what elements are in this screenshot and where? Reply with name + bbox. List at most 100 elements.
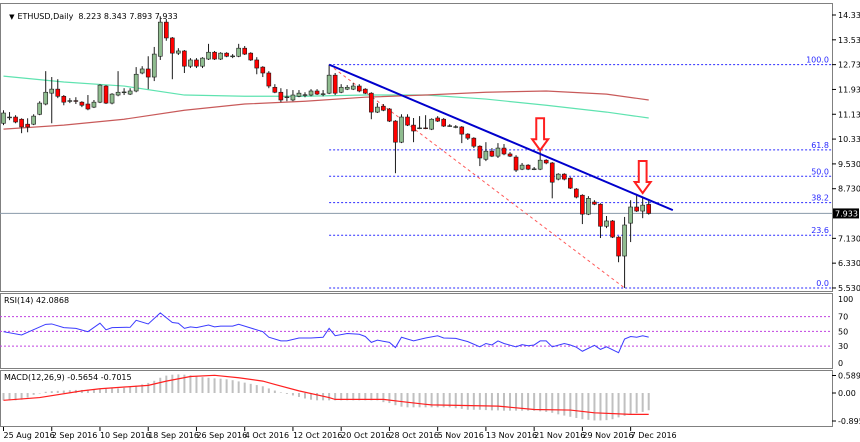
macd-panel-frame: [0, 370, 833, 427]
candle: [151, 46, 157, 82]
main-panel-frame: [0, 3, 833, 292]
candle: [176, 48, 181, 56]
candle: [525, 164, 531, 171]
bull-candle-body: [43, 91, 49, 105]
candle: [145, 56, 151, 90]
bear-candle-body: [592, 201, 597, 205]
bull-candle-body: [483, 150, 489, 160]
bull-candle-body: [537, 159, 543, 170]
candle: [435, 116, 440, 123]
candle: [296, 90, 302, 98]
bull-candle-body: [139, 68, 145, 74]
ohlc-values: 8.223 8.343 7.893 7.933: [78, 12, 178, 21]
candle: [242, 46, 247, 56]
bear-candle-body: [266, 72, 272, 87]
candle: [109, 93, 115, 105]
bear-candle-body: [242, 47, 247, 55]
date-tick-label: 21 Nov 2016: [534, 431, 585, 440]
macd-histogram-bar: [195, 376, 198, 393]
moving-average-line-1: [3, 75, 649, 119]
candle: [646, 200, 652, 215]
candle: [465, 133, 471, 141]
bear-candle-body: [513, 156, 519, 171]
bear-candle-body: [459, 126, 465, 135]
bear-candle-body: [194, 59, 199, 67]
candle: [37, 101, 42, 116]
candle: [139, 66, 145, 75]
bull-candle-body: [1, 112, 6, 124]
bull-candle-body: [308, 90, 314, 96]
triangle-down-icon[interactable]: ▼: [9, 13, 15, 21]
bull-candle-body: [555, 173, 561, 180]
candle: [164, 19, 169, 41]
macd-histogram-bar: [478, 393, 481, 410]
macd-histogram-bar: [141, 384, 144, 393]
candle: [423, 115, 428, 130]
date-tick-label: 5 Nov 2016: [438, 431, 484, 440]
candle: [61, 95, 67, 106]
bull-candle-body: [399, 116, 404, 143]
bear-candle-body: [19, 118, 24, 128]
candle: [254, 57, 260, 75]
bull-candle-body: [109, 93, 115, 104]
price-tick-label: 10.330: [838, 135, 860, 144]
bull-candle-body: [67, 100, 73, 102]
bull-candle-body: [296, 92, 302, 97]
bear-candle-body: [260, 66, 266, 74]
macd-histogram-bar: [599, 393, 602, 421]
candle: [127, 88, 133, 96]
bull-candle-body: [49, 88, 55, 94]
candle: [212, 50, 217, 60]
macd-histogram-bar: [641, 393, 644, 412]
rsi-tick-label: 0: [838, 359, 843, 368]
rsi-plot: RSI(14) 42.0868: [0, 296, 832, 354]
macd-signal-line: [3, 374, 649, 415]
rsi-line: [3, 312, 649, 354]
price-tick-label: 13.530: [838, 36, 860, 45]
bear-candle-body: [145, 68, 151, 78]
macd-histogram-bar: [237, 381, 240, 393]
macd-histogram-bar: [436, 393, 439, 408]
macd-histogram-bar: [92, 389, 95, 393]
candle: [543, 159, 549, 165]
bear-candle-body: [25, 123, 30, 128]
macd-histogram-bar: [261, 386, 264, 393]
candle: [561, 173, 567, 181]
bear-candle-body: [543, 159, 549, 164]
main-plot: 100.0 61.8 50.0 38.2 23.6 0.0: [0, 16, 832, 289]
candle: [459, 126, 465, 144]
rsi-tick-label: 30: [838, 342, 848, 351]
date-tick-label: 25 Aug 2016: [4, 431, 55, 440]
candle: [25, 118, 30, 133]
candle: [405, 114, 410, 127]
candle: [574, 188, 579, 199]
candle: [157, 16, 163, 60]
bear-candle-body: [477, 145, 483, 159]
macd-histogram-bar: [611, 393, 614, 420]
bear-candle-body: [580, 194, 585, 215]
trendline: [328, 63, 674, 212]
candle: [453, 125, 459, 129]
bull-candle-body: [127, 90, 133, 95]
candle: [224, 52, 229, 58]
symbol-label: ETHUSD,Daily: [17, 12, 74, 21]
macd-histogram-bar: [430, 393, 433, 408]
macd-histogram-bar: [623, 393, 626, 416]
bear-candle-body: [369, 92, 374, 113]
candle: [230, 54, 235, 59]
candle: [115, 71, 121, 97]
macd-histogram-bar: [358, 393, 361, 401]
date-tick-label: 10 Sep 2016: [100, 431, 151, 440]
date-tick-label: 12 Oct 2016: [293, 431, 342, 440]
price-tick-label: 5.530: [838, 284, 860, 293]
candle: [513, 155, 519, 172]
macd-histogram-bar: [56, 390, 59, 393]
date-tick-label: 29 Nov 2016: [582, 431, 633, 440]
macd-histogram-bar: [515, 393, 518, 411]
candle: [555, 173, 561, 181]
bull-candle-body: [188, 59, 193, 67]
macd-histogram-bar: [521, 393, 524, 411]
price-tick-label: 7.130: [838, 234, 860, 243]
candle: [332, 73, 338, 96]
